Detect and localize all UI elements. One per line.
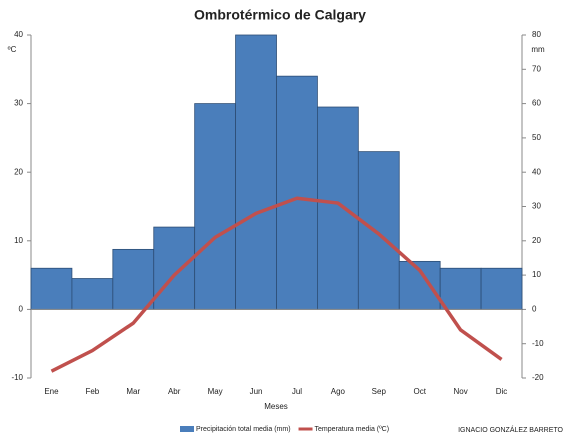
bar (480, 267, 523, 310)
bar (71, 278, 114, 310)
x-tick-label: Nov (454, 387, 468, 396)
x-tick-label: Feb (85, 387, 99, 396)
x-tick-label: Jul (292, 387, 302, 396)
chart-title: Ombrotérmico de Calgary (194, 7, 366, 23)
bar (357, 151, 400, 310)
y2-tick-label: 20 (532, 236, 541, 245)
legend-label: Temperatura media (ºC) (315, 426, 390, 433)
bar (153, 226, 196, 310)
legend-swatch (180, 426, 194, 432)
y-tick-label: 10 (14, 236, 23, 245)
y2-tick-label: 60 (532, 99, 541, 108)
y2-tick-label: -20 (532, 373, 544, 382)
bar (235, 34, 277, 310)
y2-tick-label: 80 (532, 30, 541, 39)
bar (30, 267, 73, 310)
x-axis-label: Meses (264, 402, 288, 411)
y2-axis-label: mm (531, 45, 545, 54)
bar (276, 75, 318, 310)
y2-tick-label: 50 (532, 133, 541, 142)
y2-tick-label: 30 (532, 202, 541, 211)
y2-tick-label: 0 (532, 305, 537, 314)
bar (112, 248, 155, 310)
y-axis-label: ºC (8, 45, 17, 54)
x-tick-label: Mar (126, 387, 140, 396)
x-tick-label: Sep (372, 387, 387, 396)
y2-tick-label: -10 (532, 339, 544, 348)
y-tick-label: -10 (11, 373, 23, 382)
line (50, 196, 503, 373)
x-tick-label: Dic (496, 387, 508, 396)
y-tick-label: 40 (14, 30, 23, 39)
x-tick-label: Oct (413, 387, 426, 396)
bar (194, 103, 236, 310)
y-tick-label: 20 (14, 167, 23, 176)
x-tick-label: Ago (331, 387, 346, 396)
credit: IGNACIO GONZÁLEZ BARRETO (458, 425, 563, 434)
y-tick-label: 0 (19, 305, 24, 314)
y2-tick-label: 40 (532, 167, 541, 176)
y-tick-label: 30 (14, 99, 23, 108)
bar (439, 267, 482, 310)
y2-tick-label: 70 (532, 64, 541, 73)
legend-label: Precipitación total media (mm) (196, 426, 291, 433)
y2-tick-label: 10 (532, 270, 541, 279)
x-tick-label: May (208, 387, 223, 396)
bar (317, 106, 359, 310)
x-tick-label: Ene (44, 387, 59, 396)
x-tick-label: Jun (250, 387, 263, 396)
x-tick-label: Abr (168, 387, 181, 396)
